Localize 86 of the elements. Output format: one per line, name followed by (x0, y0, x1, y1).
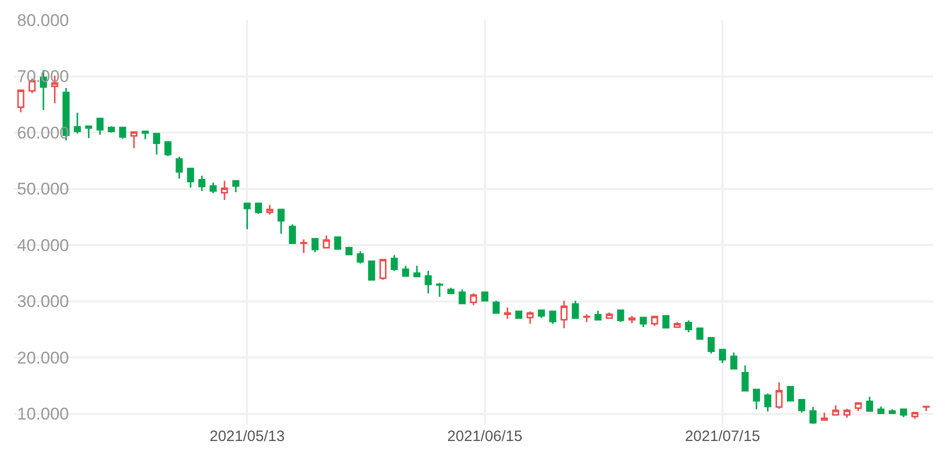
candlestick (752, 388, 760, 410)
candlestick (108, 126, 115, 134)
candlestick (153, 132, 160, 156)
candlestick (685, 320, 692, 333)
candlestick (832, 404, 840, 416)
candlestick (696, 328, 704, 340)
candlestick (843, 408, 851, 418)
candlestick (300, 238, 308, 254)
candlestick (470, 292, 478, 306)
candlestick (538, 310, 545, 319)
x-tick-label: 2021/07/15 (684, 428, 760, 445)
candlestick (481, 292, 488, 302)
candlestick (810, 406, 817, 425)
candlestick (922, 406, 930, 412)
candlestick (718, 348, 726, 364)
candlestick (198, 175, 206, 192)
candlestick (85, 125, 92, 139)
candlestick (232, 180, 240, 193)
candlestick (674, 321, 681, 328)
candlestick (515, 310, 522, 319)
candlestick (526, 310, 534, 324)
candlestick (390, 254, 398, 272)
candlestick (628, 315, 636, 324)
candlestick (764, 392, 772, 412)
candlestick (888, 408, 896, 414)
candlestick (651, 316, 658, 327)
candlestick (424, 270, 432, 294)
candlestick (334, 236, 342, 250)
candlestick (210, 182, 217, 194)
candlestick (447, 287, 454, 294)
candlestick (187, 168, 194, 188)
candlestick (458, 288, 466, 304)
candlestick (176, 156, 183, 180)
candlestick (74, 112, 81, 134)
candlestick (708, 337, 715, 354)
candlestick (278, 208, 285, 234)
candlestick (312, 238, 319, 254)
candlestick (911, 412, 918, 420)
candlestick (402, 265, 410, 277)
candlestick (164, 141, 172, 157)
candlestick (504, 306, 511, 320)
candlestick (368, 260, 376, 281)
candlestick (288, 223, 296, 244)
candlestick (379, 258, 386, 281)
y-tick-label: 40.000 (17, 236, 69, 255)
candlestick (142, 130, 149, 140)
candlestick (572, 300, 579, 319)
candlestick (492, 300, 500, 314)
candlestick (549, 310, 556, 324)
candlestick (322, 234, 330, 250)
candlestick (345, 246, 353, 256)
candlestick (730, 352, 738, 370)
x-tick-label: 2021/06/15 (447, 428, 522, 445)
candlestick (119, 126, 126, 140)
candlestick (877, 406, 884, 414)
candlestick (254, 202, 262, 215)
candlestick (640, 316, 647, 328)
y-tick-label: 80.000 (17, 10, 69, 30)
candlestick (798, 398, 806, 414)
candlestick (220, 180, 228, 201)
candlestick (866, 396, 874, 412)
candlestick (742, 364, 749, 392)
candlestick (617, 310, 624, 323)
candlestick (244, 202, 251, 230)
candlestick (560, 300, 568, 329)
candlestick (820, 412, 828, 421)
candlestick (854, 402, 862, 412)
candlestick (413, 265, 420, 278)
candlestick (900, 408, 908, 418)
candlestick (662, 315, 670, 328)
candlestick (96, 118, 104, 136)
candlestick (130, 131, 138, 149)
candlestick (583, 313, 590, 323)
y-tick-label: 20.000 (17, 348, 69, 368)
candlestick (776, 382, 783, 410)
candlestick (436, 282, 444, 298)
x-tick-label: 2021/05/13 (210, 428, 285, 445)
candlestick (786, 386, 794, 402)
candlestick (594, 310, 602, 321)
y-tick-label: 30.000 (17, 292, 69, 312)
candlestick (356, 250, 364, 264)
y-tick-label: 10.000 (17, 404, 69, 424)
candlestick (17, 89, 24, 113)
candlestick (266, 204, 274, 216)
y-tick-label: 50.000 (17, 180, 69, 199)
candlestick (606, 312, 613, 319)
